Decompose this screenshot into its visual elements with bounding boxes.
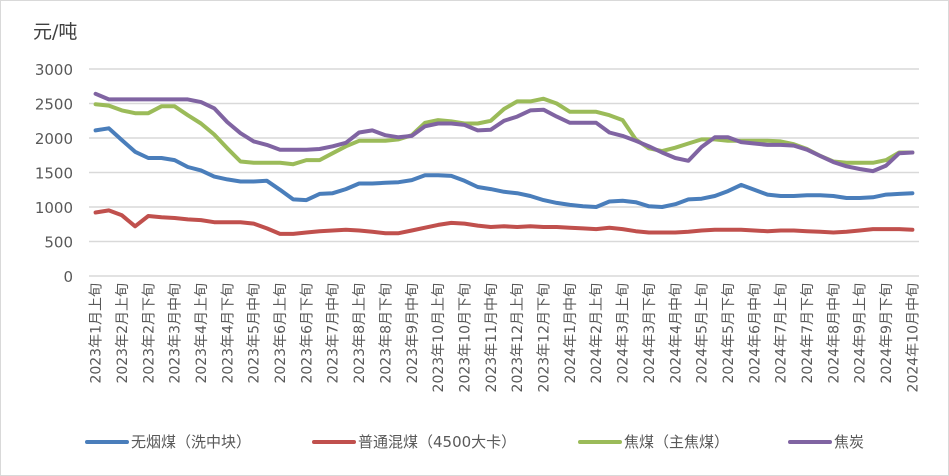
y-tick-label: 2000 <box>35 130 73 148</box>
x-tick-label: 2023年6月下旬 <box>299 283 315 384</box>
x-tick-label: 2024年2月上旬 <box>589 283 605 384</box>
x-tick-label: 2023年6月上旬 <box>273 283 289 384</box>
legend-label: 焦煤（主焦煤） <box>624 433 730 451</box>
y-tick-label: 1000 <box>35 199 73 217</box>
legend-label: 无烟煤（洗中块） <box>131 433 252 451</box>
x-tick-label: 2024年7月上旬 <box>774 283 790 384</box>
x-tick-label: 2023年9月中旬 <box>405 283 421 384</box>
x-tick-label: 2023年11月中旬 <box>484 283 500 392</box>
legend-swatch <box>312 439 356 444</box>
legend-item-mixed-coal: 普通混煤（4500大卡） <box>312 431 516 452</box>
x-tick-label: 2023年8月下旬 <box>378 283 394 384</box>
x-tick-label: 2024年5月上旬 <box>695 283 711 384</box>
y-tick-label: 3000 <box>35 61 73 79</box>
x-tick-label: 2024年7月下旬 <box>800 283 816 384</box>
gridlines <box>89 68 919 277</box>
x-tick-label: 2024年3月下旬 <box>642 283 658 384</box>
series-line <box>93 208 915 236</box>
x-axis-ticks: 2023年1月上旬 2023年2月上旬 2023年2月下旬 2023年3月中旬 2023… <box>89 283 922 392</box>
legend-item-coking-coal: 焦煤（主焦煤） <box>578 431 729 452</box>
x-tick-label: 2023年2月上旬 <box>115 283 131 384</box>
x-tick-label: 2023年2月下旬 <box>141 283 157 384</box>
legend-swatch <box>788 439 832 444</box>
series-line <box>93 126 915 209</box>
series-line <box>93 96 915 167</box>
x-tick-label: 2023年12月上旬 <box>510 283 526 392</box>
y-tick-label: 2500 <box>35 96 73 114</box>
x-tick-label: 2023年4月上旬 <box>194 283 210 384</box>
legend-swatch <box>578 439 622 444</box>
y-tick-label: 500 <box>44 234 73 252</box>
data-series-lines <box>93 91 915 236</box>
x-tick-label: 2023年5月中旬 <box>247 283 263 384</box>
x-tick-label: 2024年3月上旬 <box>616 283 632 384</box>
x-tick-label: 2023年12月下旬 <box>537 283 553 392</box>
y-axis-unit-label: 元/吨 <box>33 21 78 43</box>
x-tick-label: 2024年4月中旬 <box>668 283 684 384</box>
x-tick-label: 2023年10月上旬 <box>431 283 447 392</box>
x-tick-label: 2024年1月中旬 <box>563 283 579 384</box>
x-tick-label: 2023年10月下旬 <box>457 283 473 392</box>
x-tick-label: 2024年5月下旬 <box>721 283 737 384</box>
y-tick-label: 1500 <box>35 165 73 183</box>
x-tick-label: 2024年6月中旬 <box>747 283 763 384</box>
x-tick-label: 2023年8月上旬 <box>352 283 368 384</box>
y-axis-ticks: 0 500 1000 1500 2000 2500 3000 <box>35 61 73 286</box>
x-tick-label: 2023年4月下旬 <box>220 283 236 384</box>
x-tick-label: 2023年1月上旬 <box>89 283 105 384</box>
x-tick-label: 2023年7月中旬 <box>326 283 342 384</box>
legend-item-coke: 焦炭 <box>788 431 864 452</box>
legend-label: 普通混煤（4500大卡） <box>358 433 517 451</box>
legend-swatch <box>85 439 129 444</box>
x-tick-label: 2024年10月中旬 <box>905 283 921 392</box>
x-tick-label: 2023年3月中旬 <box>168 283 184 384</box>
x-tick-label: 2024年8月中旬 <box>826 283 842 384</box>
x-tick-label: 2024年9月下旬 <box>879 283 895 384</box>
legend-item-anthracite: 无烟煤（洗中块） <box>85 431 251 452</box>
chart-legend: 无烟煤（洗中块） 普通混煤（4500大卡） 焦煤（主焦煤） 焦炭 <box>1 431 949 457</box>
series-line <box>93 91 915 174</box>
x-tick-label: 2024年9月上旬 <box>853 283 869 384</box>
legend-label: 焦炭 <box>834 433 865 451</box>
y-tick-label: 0 <box>63 268 73 286</box>
line-chart-plot: 0 500 1000 1500 2000 2500 3000 2023年1月上旬 2023年2… <box>35 61 922 392</box>
